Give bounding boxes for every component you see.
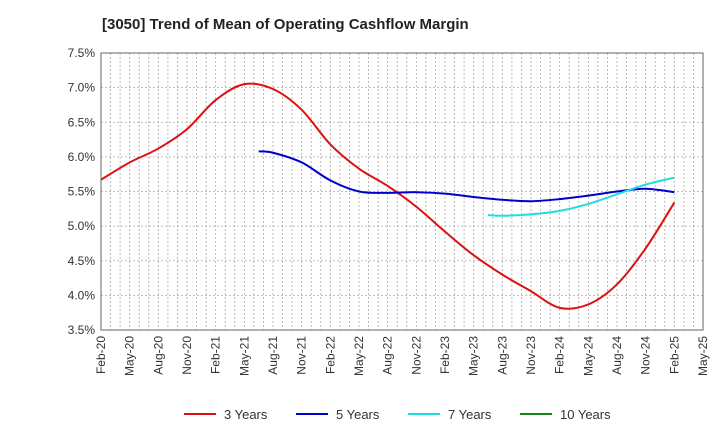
- y-tick-label: 6.0%: [68, 150, 96, 164]
- x-tick-label: Nov-23: [524, 336, 538, 375]
- y-tick-label: 3.5%: [68, 323, 96, 337]
- y-tick-label: 7.0%: [68, 81, 96, 95]
- x-tick-label: Nov-20: [180, 336, 194, 375]
- x-tick-label: Aug-21: [266, 336, 280, 375]
- y-tick-label: 5.5%: [68, 185, 96, 199]
- y-tick-label: 7.5%: [68, 46, 96, 60]
- x-tick-label: May-20: [123, 336, 137, 376]
- plot-frame: [100, 52, 704, 331]
- y-tick-label: 4.0%: [68, 288, 96, 302]
- x-tick-label: May-21: [237, 336, 251, 376]
- x-tick-label: May-22: [352, 336, 366, 376]
- x-tick-label: May-23: [467, 336, 481, 376]
- series-layer: [100, 82, 676, 310]
- legend-label-7-years: 7 Years: [448, 407, 492, 422]
- x-tick-label: Aug-24: [610, 336, 624, 375]
- series-line-3-years: [100, 82, 676, 310]
- x-tick-label: May-24: [581, 336, 595, 376]
- x-tick-label: Feb-21: [209, 336, 223, 374]
- y-tick-label: 6.5%: [68, 115, 96, 129]
- x-tick-label: Feb-24: [553, 336, 567, 374]
- axis-layer: 3.5% 4.0% 4.5% 5.0% 5.5% 6.0% 6.5% 7.0% 7.5% Feb-…: [68, 46, 710, 376]
- x-tick-label: Nov-21: [295, 336, 309, 375]
- x-tick-label: Feb-22: [323, 336, 337, 374]
- x-tick-label: Aug-20: [151, 336, 165, 375]
- legend-label-3-years: 3 Years: [224, 407, 268, 422]
- legend-label-5-years: 5 Years: [336, 407, 380, 422]
- legend: 3 Years 5 Years 7 Years 10 Years: [184, 407, 611, 422]
- grid-layer: [100, 52, 704, 331]
- x-tick-label: Feb-23: [438, 336, 452, 374]
- series-line-7-years: [487, 176, 675, 217]
- x-tick-label: Nov-24: [639, 336, 653, 375]
- x-tick-label: Nov-22: [409, 336, 423, 375]
- x-tick-label: Aug-22: [381, 336, 395, 375]
- y-tick-label: 4.5%: [68, 254, 96, 268]
- x-tick-label: Feb-25: [667, 336, 681, 374]
- x-tick-label: May-25: [696, 336, 710, 376]
- x-tick-label: Aug-23: [495, 336, 509, 375]
- y-tick-label: 5.0%: [68, 219, 96, 233]
- x-tick-label: Feb-20: [94, 336, 108, 374]
- legend-label-10-years: 10 Years: [560, 407, 611, 422]
- series-line-5-years: [258, 150, 675, 203]
- chart-title: [3050] Trend of Mean of Operating Cashfl…: [102, 16, 469, 33]
